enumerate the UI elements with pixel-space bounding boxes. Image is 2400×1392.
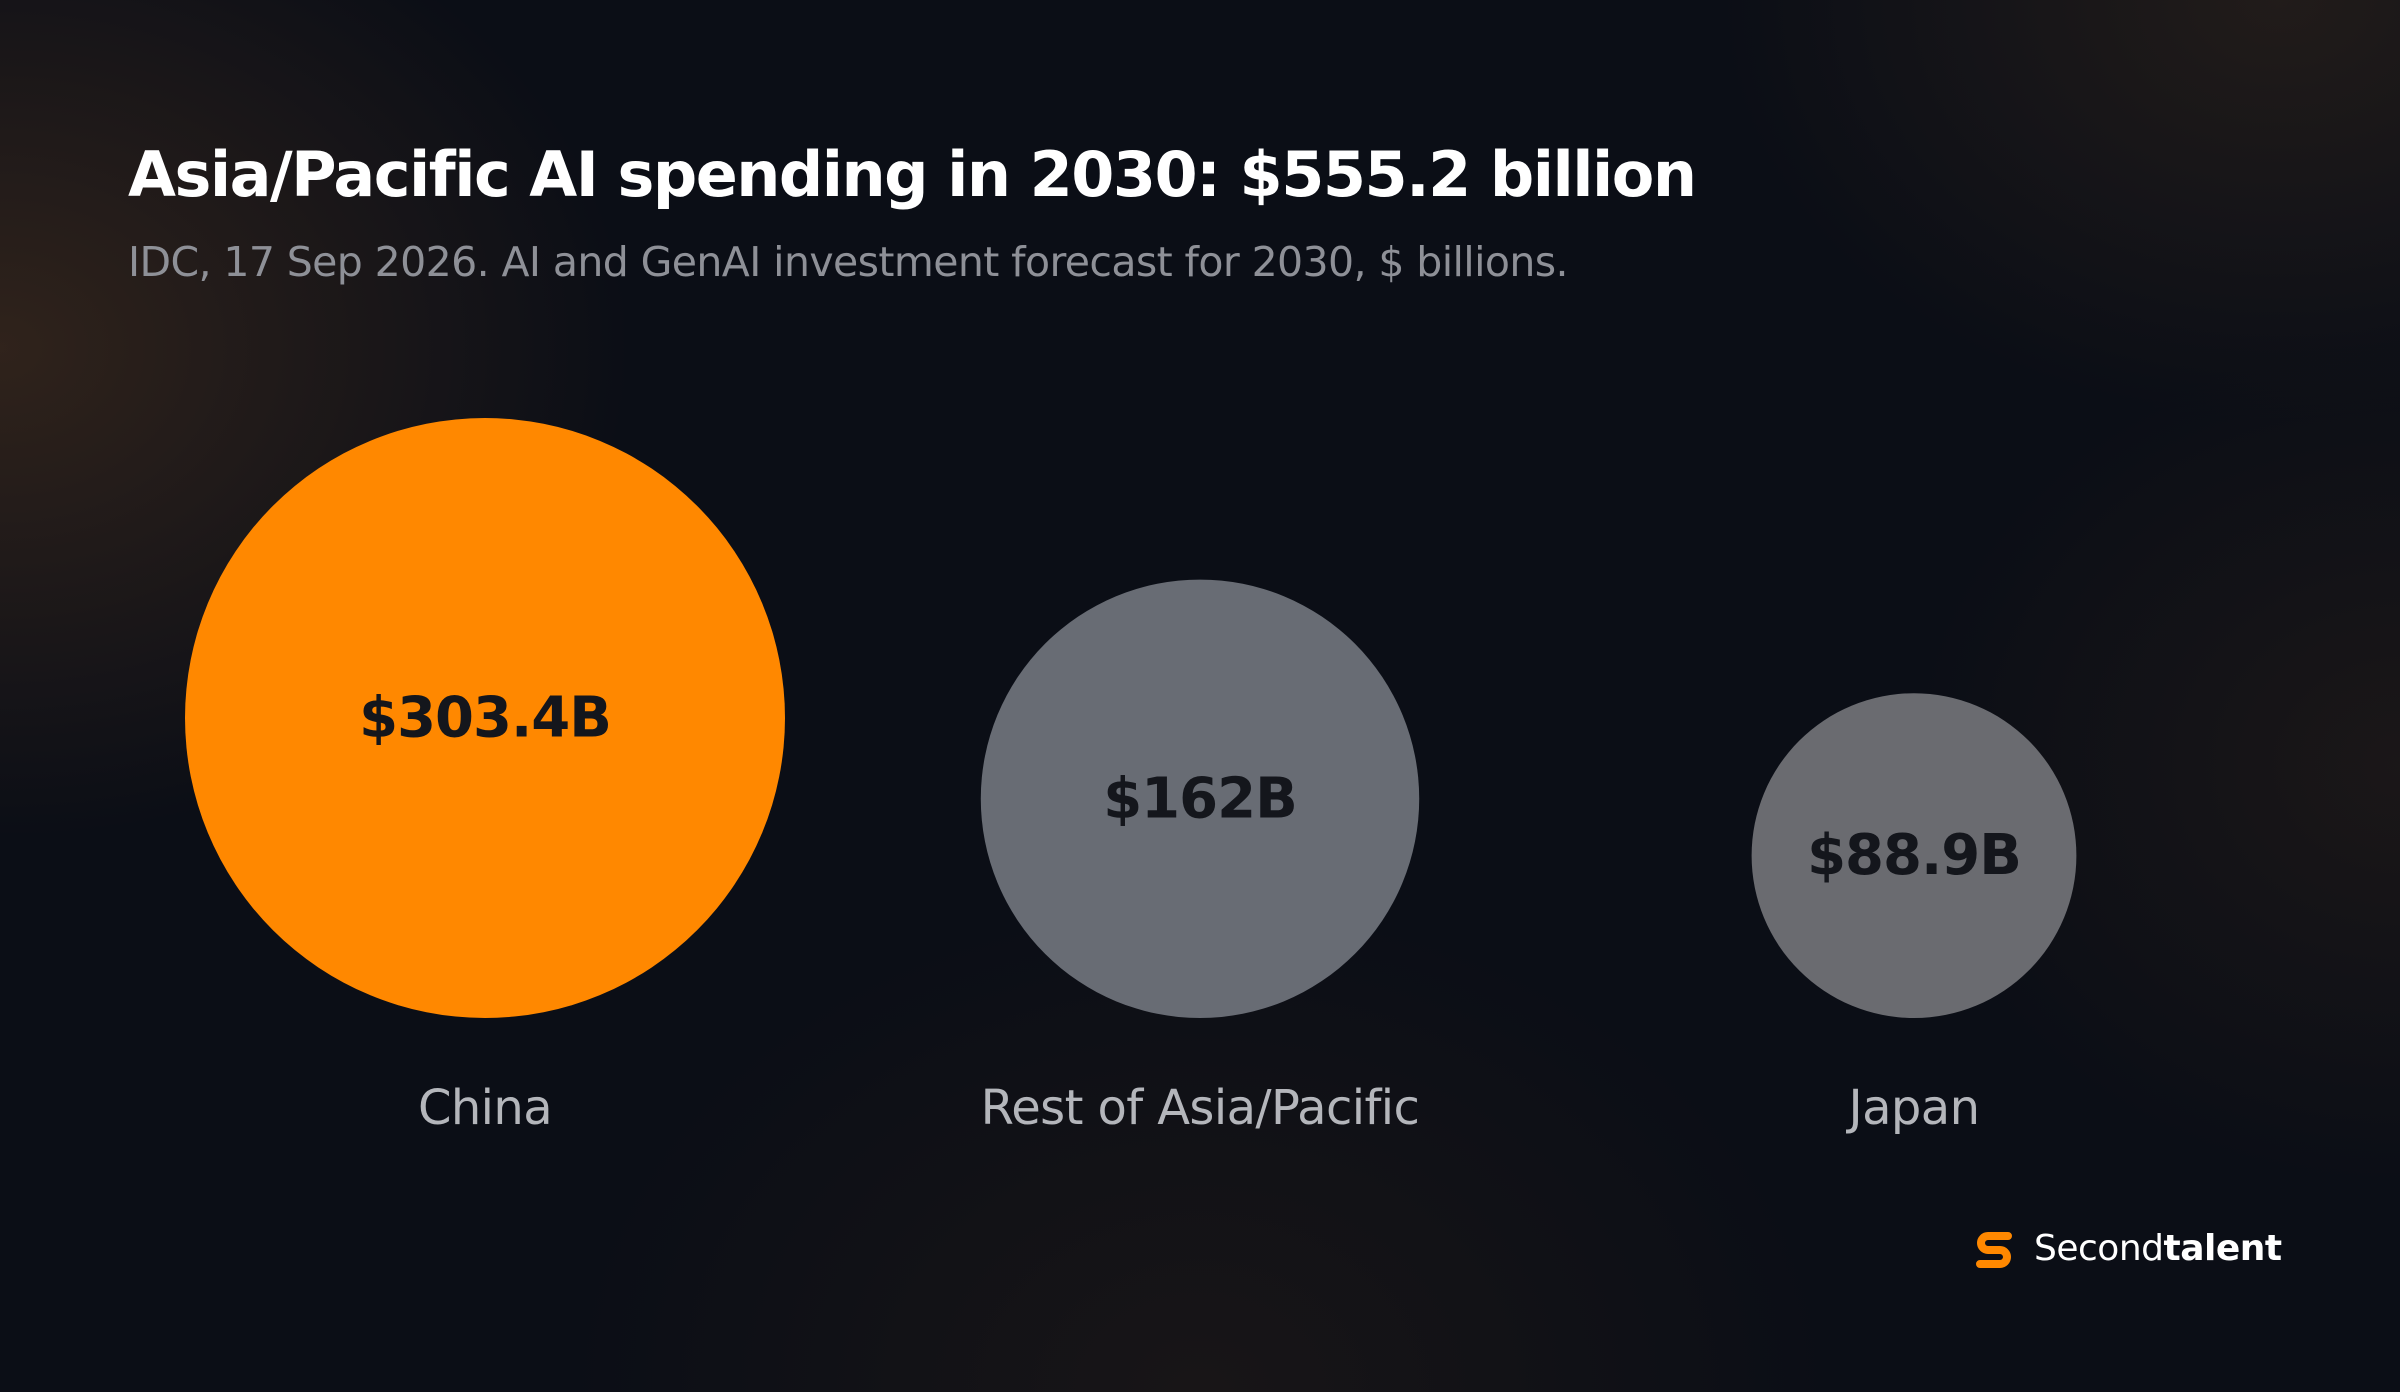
value-label-china: $303.4B: [359, 686, 611, 751]
chart-title: Asia/Pacific AI spending in 2030: $555.2…: [128, 138, 1697, 211]
brand-name-bold: talent: [2163, 1227, 2283, 1269]
brand-name-regular: Second: [2034, 1227, 2164, 1269]
secondtalent-s-logo-icon: [1976, 1232, 2012, 1268]
value-label-rest-of-asia-pacific: $162B: [1103, 766, 1297, 831]
category-label-china: China: [418, 1080, 552, 1136]
bubble-japan: [1751, 693, 2077, 1018]
bubble-rest-of-asia-pacific: [980, 579, 1420, 1019]
category-label-japan: Japan: [1846, 1080, 1980, 1136]
chart-subtitle: IDC, 17 Sep 2026. AI and GenAI investmen…: [128, 238, 1569, 286]
value-label-japan: $88.9B: [1807, 823, 2021, 888]
brand-logo-lockup: Secondtalent: [1968, 1222, 2282, 1274]
brand-name: Secondtalent: [2034, 1228, 2282, 1269]
bubble-china: [185, 418, 785, 1018]
category-label-rest-of-asia-pacific: Rest of Asia/Pacific: [981, 1080, 1420, 1136]
